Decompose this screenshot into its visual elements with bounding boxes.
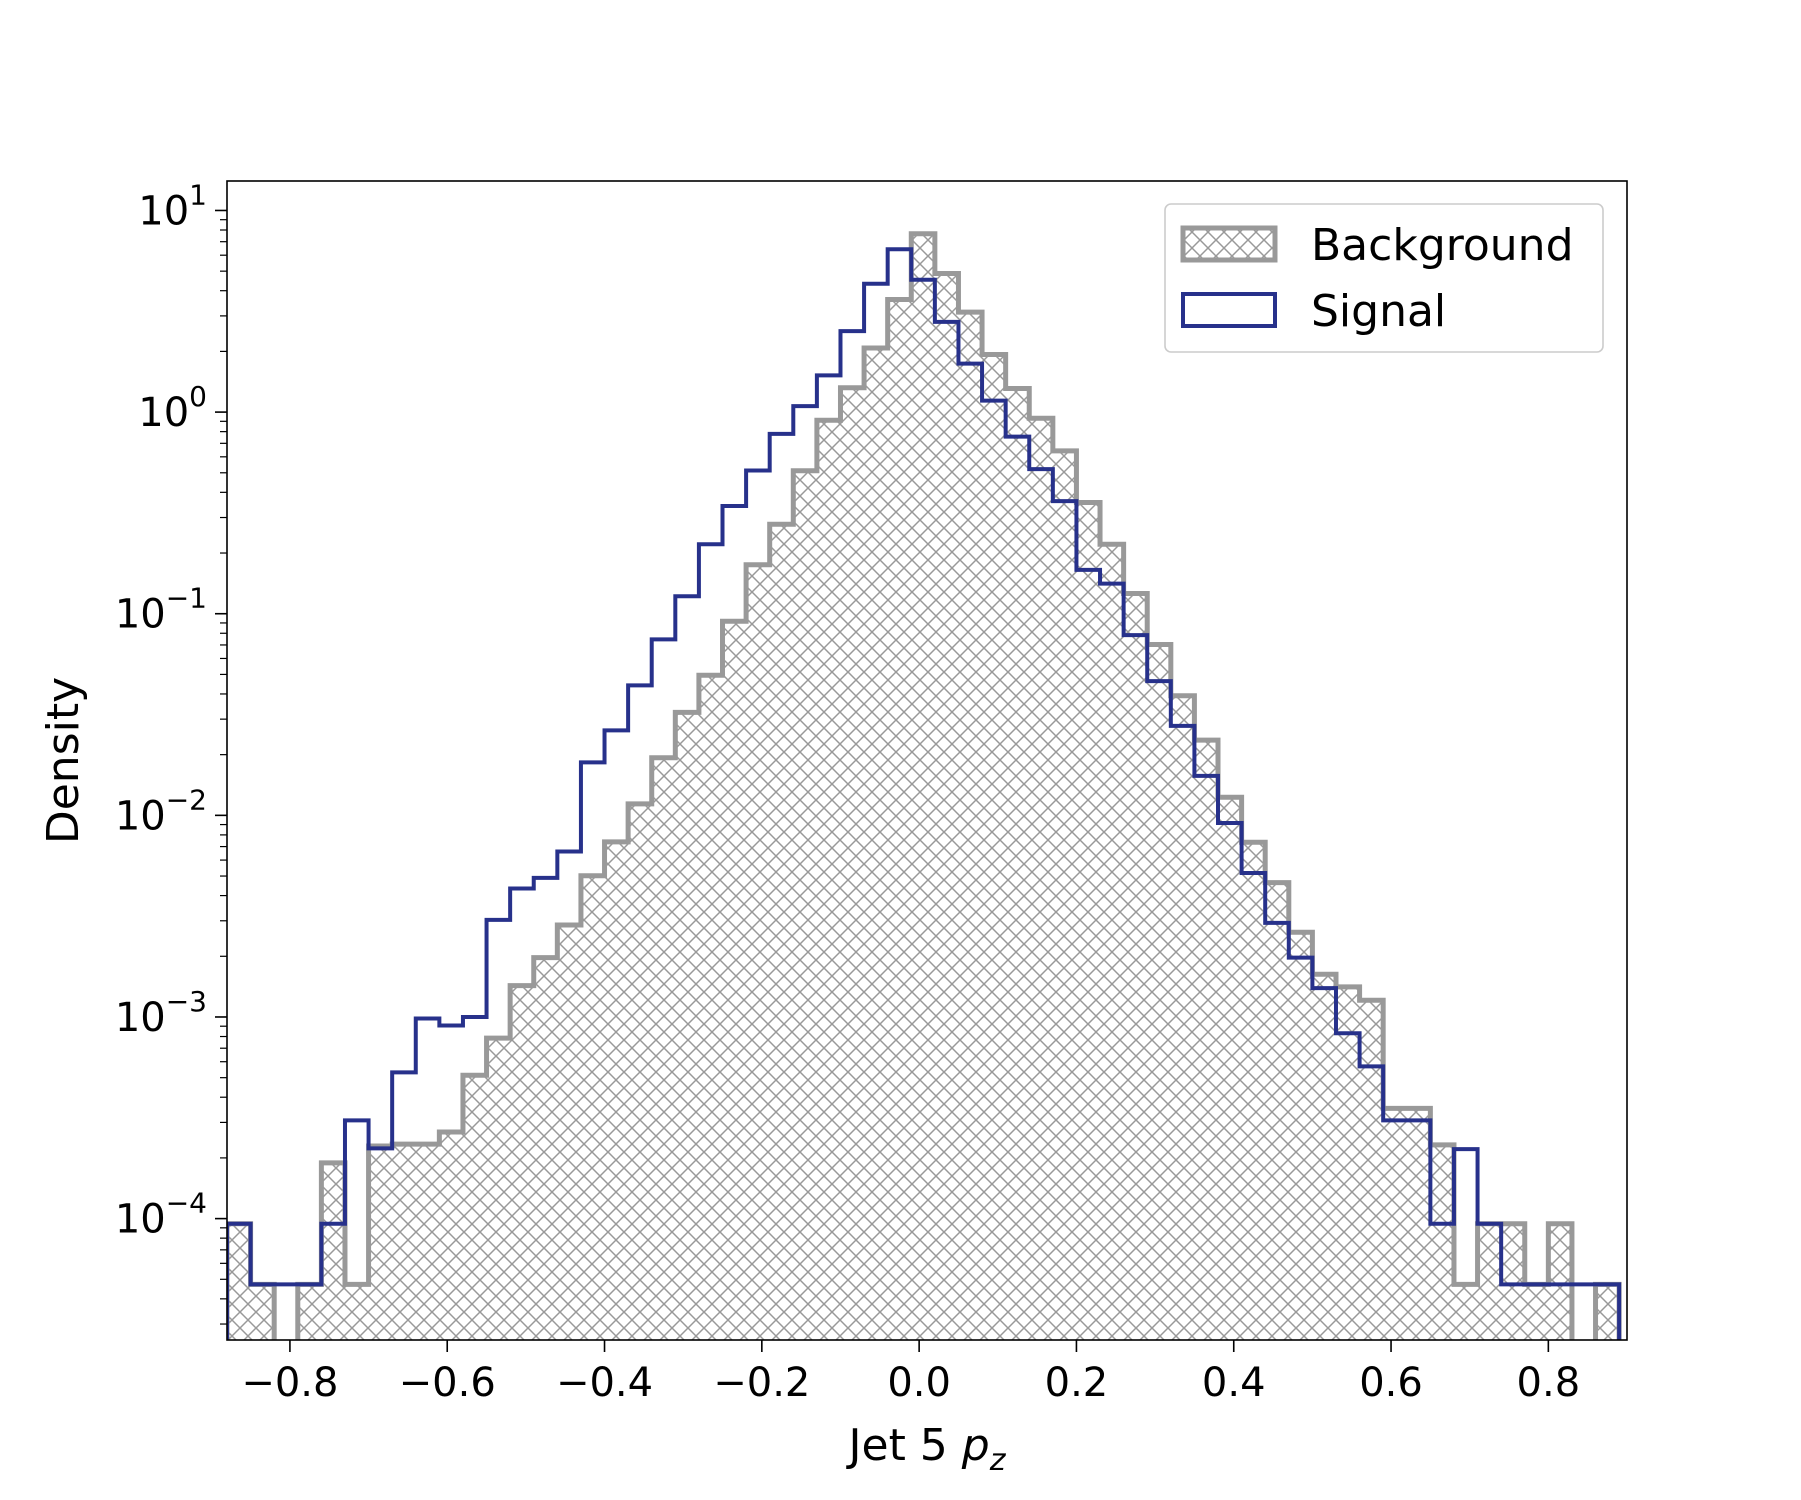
y-tick-label: 10−3 (115, 985, 207, 1041)
background-outline (227, 231, 1622, 1340)
background-bin (1053, 451, 1077, 1340)
background-bin (227, 1224, 251, 1340)
axes-frame (226, 180, 1628, 1341)
background-bin (699, 675, 723, 1340)
background-bin (1525, 1284, 1549, 1340)
background-bin (888, 299, 912, 1340)
y-tick-label: 10−4 (115, 1187, 207, 1243)
y-tick-label: 100 (138, 380, 207, 436)
background-bin (935, 273, 959, 1340)
background-bin (911, 234, 935, 1340)
background-bin (652, 758, 676, 1340)
background-bin (1029, 418, 1053, 1340)
legend-swatch-background (1180, 225, 1278, 263)
background-bin (487, 1038, 511, 1340)
background-bin (416, 1144, 440, 1340)
y-axis: 101 100 10−1 10−2 10−3 10−4 (115, 178, 227, 1325)
x-tick-label: 0.2 (1045, 1360, 1109, 1406)
background-bin (1242, 842, 1266, 1340)
background-bin (1100, 544, 1124, 1340)
background-bin (770, 524, 794, 1340)
x-tick-label: −0.2 (713, 1360, 810, 1406)
background-bin (605, 842, 629, 1340)
background-bin (321, 1163, 345, 1340)
background-bin (817, 420, 841, 1340)
x-tick-label: 0.4 (1202, 1360, 1266, 1406)
background-fill (227, 233, 1620, 1340)
background-bin (1454, 1284, 1478, 1340)
background-bin (723, 621, 747, 1340)
background-bin (628, 804, 652, 1340)
background-bin (1076, 503, 1100, 1340)
legend-label-signal: Signal (1311, 286, 1446, 337)
background-bin (1336, 987, 1360, 1340)
background-bin (1194, 740, 1218, 1340)
background-bin (1006, 388, 1030, 1340)
background-bin (1218, 797, 1242, 1340)
background-bin (392, 1144, 416, 1340)
legend-swatch-signal (1181, 292, 1277, 328)
legend-label-background: Background (1311, 220, 1574, 271)
background-bin (1265, 883, 1289, 1340)
background-bin (1407, 1108, 1431, 1340)
background-bin (1171, 696, 1195, 1340)
background-bin (369, 1146, 393, 1340)
y-tick-label: 101 (138, 178, 207, 234)
plot-area (227, 231, 1622, 1340)
x-axis: −0.8 −0.6 −0.4 −0.2 0.0 0.2 0.4 0.6 0.8 (241, 1340, 1580, 1406)
x-tick-label: −0.8 (241, 1360, 338, 1406)
background-bin (345, 1284, 369, 1340)
background-bin (840, 388, 864, 1340)
background-bin (439, 1132, 463, 1340)
x-tick-label: 0.6 (1359, 1360, 1423, 1406)
background-bin (982, 355, 1006, 1340)
y-tick-label: 10−1 (115, 582, 207, 638)
background-bin (251, 1284, 275, 1340)
plot-marks (227, 231, 1622, 1340)
background-bin (1124, 593, 1148, 1340)
background-bin (1383, 1108, 1407, 1340)
background-bin (864, 348, 888, 1340)
x-tick-label: 0.8 (1517, 1360, 1581, 1406)
background-bin (1501, 1224, 1525, 1340)
y-tick-label: 10−2 (115, 783, 207, 839)
background-bin (1548, 1224, 1572, 1340)
background-bin (1147, 644, 1171, 1340)
x-axis-title: Jet 5 pz (846, 1420, 1007, 1478)
signal-outline (227, 247, 1622, 1340)
x-tick-label: −0.6 (399, 1360, 496, 1406)
background-bin (581, 876, 605, 1340)
background-bin (675, 712, 699, 1340)
background-bin (510, 986, 534, 1340)
background-bin (557, 925, 581, 1340)
background-bin (1312, 974, 1336, 1340)
x-tick-label: 0.0 (887, 1360, 951, 1406)
background-bin (298, 1284, 322, 1340)
background-bin (1360, 1000, 1384, 1340)
legend: Background Signal (1164, 203, 1604, 353)
y-axis-title: Density (38, 677, 89, 844)
background-bin (746, 565, 770, 1340)
x-tick-label: −0.4 (556, 1360, 653, 1406)
background-bin (958, 312, 982, 1340)
background-bin (534, 958, 558, 1340)
background-bin (1289, 932, 1313, 1340)
background-bin (1596, 1284, 1620, 1340)
background-bin (793, 471, 817, 1340)
background-bin (463, 1075, 487, 1340)
background-bin (1430, 1145, 1454, 1340)
background-bin (1478, 1224, 1502, 1340)
